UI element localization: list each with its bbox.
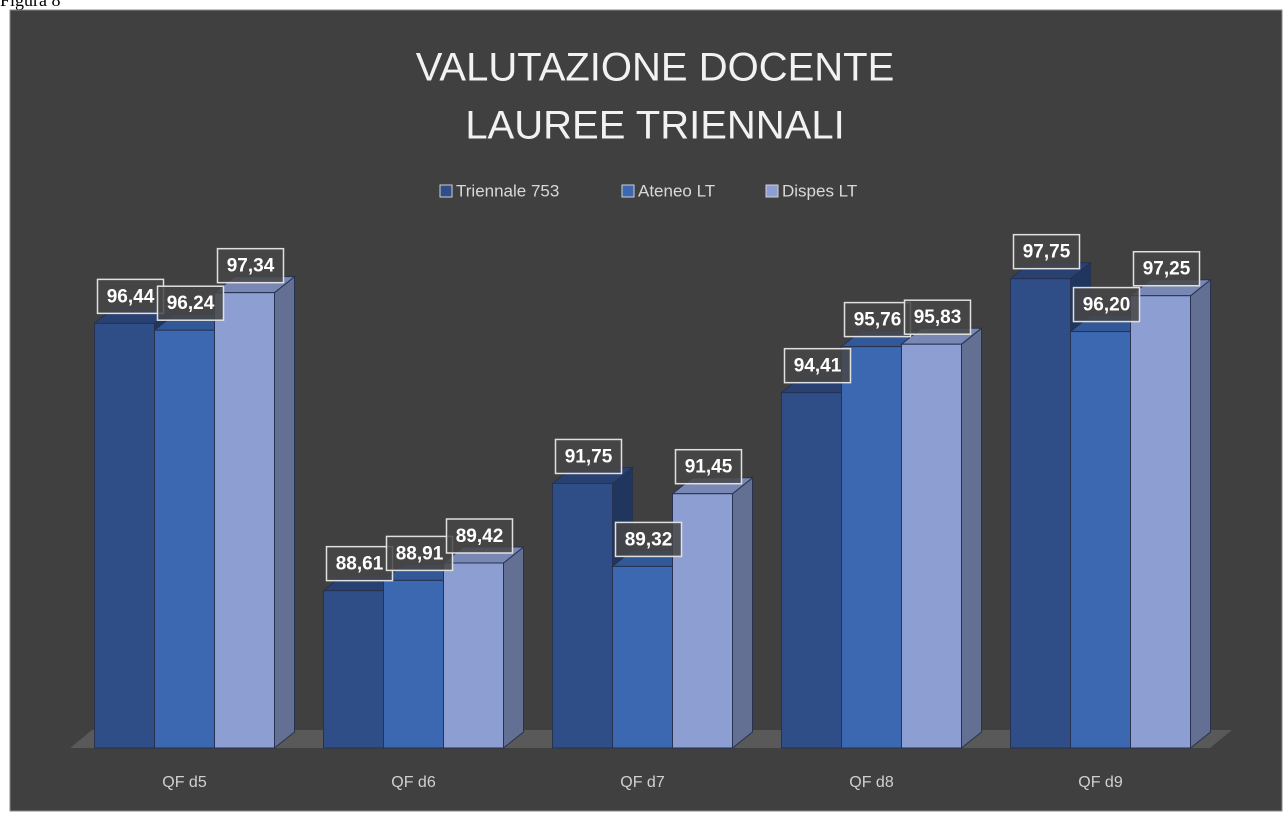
data-label-box — [783, 347, 852, 384]
data-label: 91,75 — [565, 446, 613, 467]
data-label-box — [325, 545, 394, 582]
data-label-box — [216, 247, 285, 284]
data-label: 94,41 — [794, 356, 842, 377]
data-label: 88,91 — [396, 543, 444, 564]
bar-side — [503, 545, 524, 750]
data-label-box — [554, 438, 623, 475]
data-label-box — [1012, 233, 1081, 270]
bar — [781, 392, 842, 749]
bar — [214, 292, 275, 749]
x-tick-label: QF d5 — [162, 774, 207, 791]
data-label-box — [445, 518, 514, 554]
x-tick-label: QF d7 — [620, 774, 665, 791]
chart-title: VALUTAZIONE DOCENTE — [416, 46, 895, 90]
data-label: 97,75 — [1023, 242, 1071, 263]
legend-label: Dispes LT — [782, 181, 857, 200]
bar — [552, 482, 613, 749]
data-label: 97,25 — [1143, 259, 1191, 280]
data-label-box — [1072, 286, 1141, 323]
bar — [672, 493, 733, 749]
bar — [901, 343, 962, 749]
legend-swatch — [439, 184, 453, 198]
legend-swatch — [621, 184, 635, 198]
data-label: 97,34 — [227, 256, 275, 277]
bar — [612, 565, 673, 749]
bar — [94, 322, 155, 749]
bar-side — [274, 275, 295, 750]
data-label: 95,76 — [854, 310, 902, 331]
data-label-box — [156, 285, 225, 321]
data-label: 96,44 — [107, 286, 155, 307]
bar — [323, 590, 384, 749]
legend-label: Ateneo LT — [638, 181, 715, 200]
data-label-box — [614, 521, 683, 558]
data-label: 95,83 — [914, 307, 962, 328]
x-tick-label: QF d9 — [1078, 774, 1123, 791]
data-label: 91,45 — [685, 457, 733, 478]
x-tick-label: QF d8 — [849, 774, 894, 791]
data-label: 88,61 — [336, 554, 384, 575]
data-label-box — [1132, 250, 1201, 287]
bar — [1070, 331, 1131, 749]
data-label: 96,24 — [167, 293, 215, 314]
bar — [383, 579, 444, 749]
bar-side — [1190, 278, 1211, 750]
data-label-box — [674, 448, 743, 485]
legend-label: Triennale 753 — [456, 181, 559, 200]
data-label-box — [903, 299, 972, 335]
bar — [1010, 278, 1071, 749]
chart-title: LAUREE TRIENNALI — [465, 104, 844, 148]
bar — [443, 562, 504, 749]
bar — [841, 346, 902, 749]
data-label-box — [843, 301, 912, 338]
legend-swatch — [765, 184, 779, 198]
data-label: 89,32 — [625, 529, 673, 550]
bar — [1130, 295, 1191, 749]
bar-side — [961, 327, 982, 750]
bar — [154, 329, 215, 749]
caption: Figura 8 — [0, 0, 61, 10]
x-tick-label: QF d6 — [391, 774, 436, 791]
data-label: 96,20 — [1083, 295, 1131, 316]
bar-side — [732, 476, 753, 750]
data-label: 89,42 — [456, 526, 504, 547]
